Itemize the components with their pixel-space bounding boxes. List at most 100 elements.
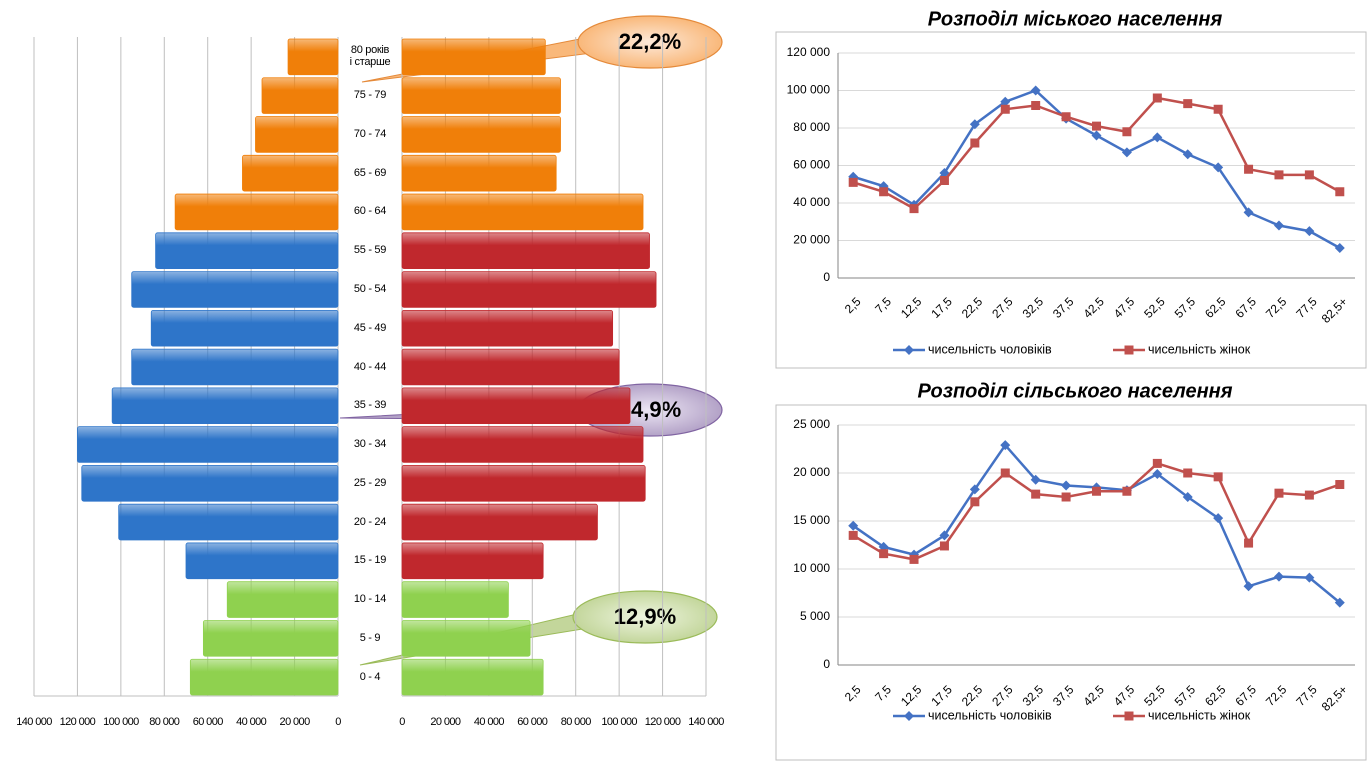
- marker: [1000, 104, 1010, 114]
- category-label: 10 - 14: [353, 593, 387, 606]
- y-tick-label: 100 000: [787, 83, 831, 97]
- marker: [909, 554, 919, 564]
- x-tick-label: 2,5: [842, 294, 864, 316]
- category-label: 75 - 79: [353, 89, 387, 102]
- marker: [969, 484, 980, 495]
- x-tick-label: 32,5: [1020, 294, 1047, 321]
- x-tick-label: 82,5+: [1319, 682, 1350, 713]
- marker: [1152, 132, 1163, 143]
- x-tick-label: 77,5: [1293, 682, 1320, 709]
- x-tick-label: 80 000: [149, 716, 180, 728]
- category-label: 35 - 39: [353, 399, 387, 412]
- x-tick-label: 17,5: [928, 682, 955, 709]
- marker: [1121, 147, 1132, 158]
- line: [852, 89, 1341, 250]
- marker: [1152, 458, 1162, 468]
- bar: [401, 38, 546, 76]
- x-tick-label: 140 000: [16, 716, 52, 728]
- x-tick-label: 37,5: [1050, 294, 1077, 321]
- marker: [1122, 486, 1132, 496]
- marker: [1061, 480, 1072, 491]
- y-tick-label: 40 000: [793, 195, 830, 209]
- legend-label: чисельність жінок: [1148, 708, 1251, 722]
- bar: [150, 309, 339, 347]
- bar: [401, 620, 531, 657]
- x-tick-label: 0: [399, 716, 405, 728]
- bar: [401, 193, 644, 231]
- marker: [909, 204, 919, 214]
- marker: [1243, 581, 1254, 592]
- marker: [1124, 345, 1134, 355]
- marker: [879, 549, 889, 559]
- marker: [1335, 187, 1345, 197]
- x-tick-label: 47,5: [1111, 294, 1138, 321]
- line: [852, 461, 1341, 561]
- x-tick-label: 120 000: [60, 716, 96, 728]
- x-tick-label: 12,5: [898, 682, 925, 709]
- marker: [1334, 597, 1345, 608]
- bar: [401, 503, 598, 541]
- y-tick-label: 0: [823, 657, 830, 671]
- x-tick-label: 20 000: [430, 716, 461, 728]
- x-tick-label: 67,5: [1233, 294, 1260, 321]
- y-tick-label: 60 000: [793, 158, 830, 172]
- x-tick-label: 27,5: [989, 682, 1016, 709]
- marker: [1183, 468, 1193, 478]
- bar: [189, 658, 339, 696]
- category-label: 45 - 49: [353, 321, 387, 334]
- x-tick-label: 57,5: [1172, 294, 1199, 321]
- y-tick-label: 10 000: [793, 561, 830, 575]
- x-tick-label: 57,5: [1172, 682, 1199, 709]
- x-tick-label: 140 000: [688, 716, 724, 728]
- x-tick-label: 82,5+: [1319, 294, 1350, 325]
- chart-title: Розподіл міського населення: [928, 8, 1223, 30]
- marker: [848, 520, 859, 531]
- marker: [1274, 488, 1284, 498]
- marker: [1304, 572, 1315, 583]
- marker: [1244, 164, 1254, 174]
- x-tick-label: 62,5: [1202, 682, 1229, 709]
- marker: [1274, 170, 1284, 180]
- y-tick-label: 15 000: [793, 513, 830, 527]
- category-label: 60 - 64: [353, 205, 387, 218]
- marker: [1182, 149, 1193, 160]
- marker: [970, 138, 980, 148]
- marker: [1000, 468, 1010, 478]
- x-tick-label: 67,5: [1233, 682, 1260, 709]
- marker: [1304, 226, 1315, 237]
- x-tick-label: 32,5: [1020, 682, 1047, 709]
- y-tick-label: 120 000: [787, 45, 831, 59]
- bar: [401, 116, 561, 153]
- x-tick-label: 52,5: [1141, 294, 1168, 321]
- bar: [226, 581, 339, 618]
- marker: [904, 711, 914, 721]
- bar: [131, 348, 339, 386]
- marker: [969, 119, 980, 130]
- x-tick-label: 22,5: [959, 682, 986, 709]
- bar: [401, 581, 509, 618]
- marker: [1031, 101, 1041, 110]
- marker: [1061, 112, 1071, 122]
- x-tick-label: 100 000: [103, 716, 139, 728]
- marker: [939, 176, 949, 185]
- callout-label: 12,9%: [614, 604, 676, 629]
- marker: [1243, 207, 1254, 218]
- bar: [77, 426, 339, 463]
- bar: [261, 77, 339, 114]
- marker: [1092, 121, 1101, 131]
- bar: [401, 387, 631, 425]
- x-tick-label: 80 000: [561, 716, 592, 728]
- bar: [81, 465, 339, 502]
- bar: [118, 503, 339, 541]
- x-tick-label: 100 000: [601, 716, 637, 728]
- bar: [401, 271, 657, 308]
- category-label: 20 - 24: [353, 515, 387, 528]
- marker: [939, 530, 950, 541]
- bar: [155, 232, 339, 269]
- bar: [185, 542, 339, 580]
- bar: [401, 309, 614, 347]
- bar: [174, 193, 339, 231]
- category-label: 65 - 69: [353, 166, 387, 179]
